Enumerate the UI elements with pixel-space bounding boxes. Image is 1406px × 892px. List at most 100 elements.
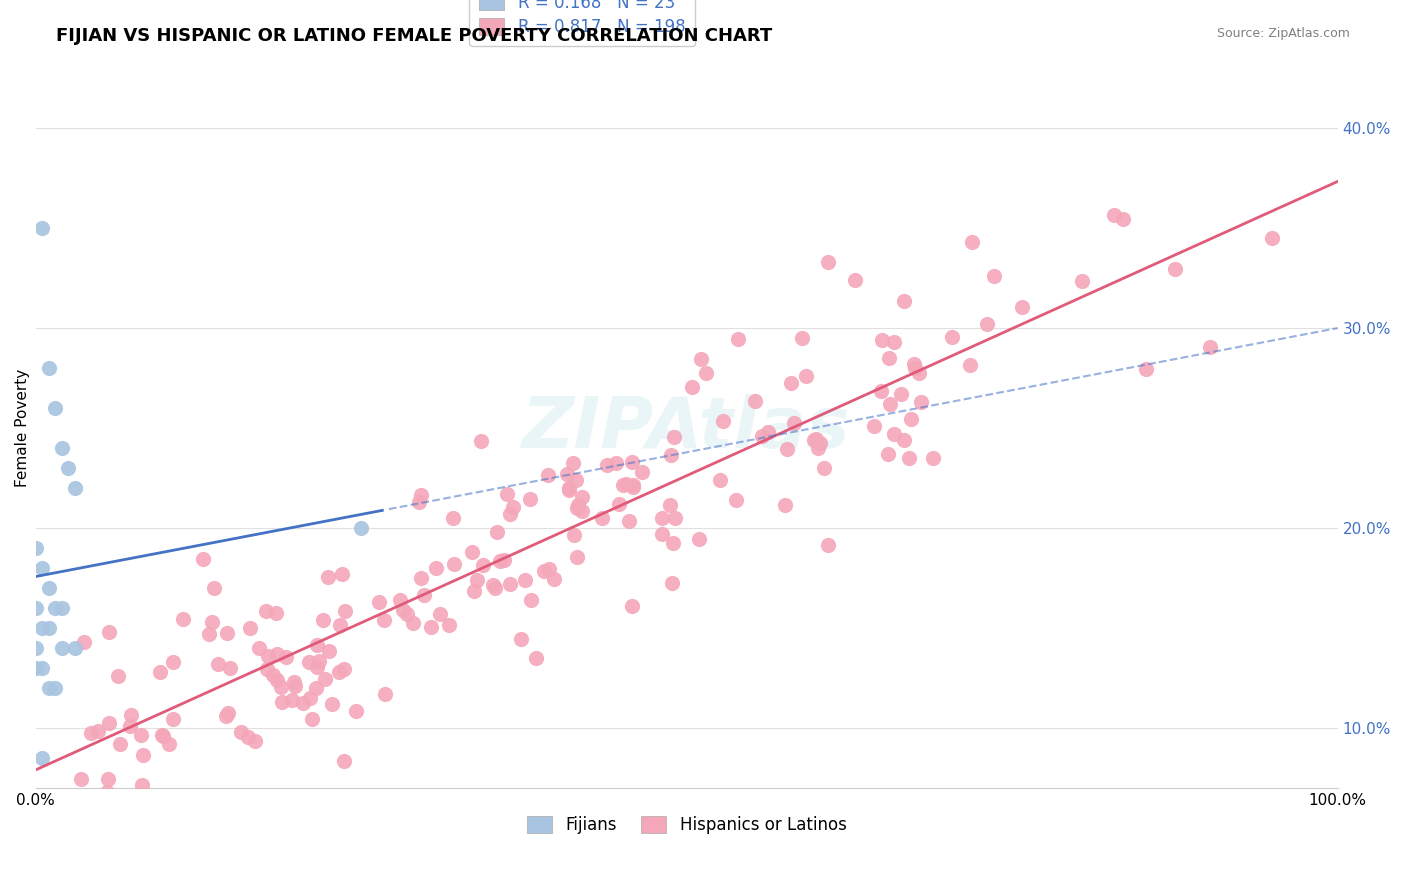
Point bbox=[612, 477, 634, 491]
Point bbox=[520, 593, 543, 607]
Point bbox=[1135, 362, 1157, 376]
Point bbox=[1071, 274, 1094, 288]
Point bbox=[236, 730, 259, 744]
Point bbox=[274, 649, 297, 664]
Point bbox=[243, 734, 266, 748]
Point bbox=[266, 673, 288, 687]
Point bbox=[1164, 262, 1187, 277]
Point bbox=[489, 554, 512, 568]
Point bbox=[328, 665, 350, 679]
Point bbox=[215, 709, 238, 723]
Point bbox=[264, 606, 287, 620]
Point bbox=[558, 483, 581, 497]
Point bbox=[727, 332, 749, 346]
Point bbox=[879, 396, 901, 410]
Point bbox=[803, 434, 825, 448]
Point bbox=[623, 478, 645, 492]
Point bbox=[254, 603, 277, 617]
Point bbox=[308, 654, 330, 668]
Point bbox=[425, 561, 447, 575]
Point bbox=[651, 511, 673, 525]
Point bbox=[332, 662, 354, 676]
Point bbox=[96, 785, 118, 799]
Point bbox=[959, 358, 981, 372]
Point bbox=[429, 607, 451, 621]
Point bbox=[266, 648, 288, 662]
Point bbox=[844, 273, 866, 287]
Point bbox=[120, 719, 142, 733]
Point bbox=[218, 661, 240, 675]
Point bbox=[38, 361, 60, 376]
Point bbox=[191, 551, 214, 566]
Point bbox=[333, 754, 356, 768]
Point bbox=[72, 635, 94, 649]
Point bbox=[367, 595, 389, 609]
Point bbox=[659, 498, 682, 512]
Point bbox=[460, 545, 482, 559]
Point bbox=[162, 656, 184, 670]
Point bbox=[661, 448, 683, 462]
Point bbox=[69, 772, 91, 787]
Point bbox=[152, 729, 174, 743]
Point bbox=[215, 625, 238, 640]
Point bbox=[44, 401, 66, 416]
Point bbox=[903, 358, 925, 372]
Point bbox=[709, 473, 731, 487]
Point bbox=[150, 727, 173, 741]
Point bbox=[690, 351, 713, 366]
Point bbox=[773, 499, 796, 513]
Point bbox=[907, 366, 929, 380]
Point bbox=[97, 625, 120, 640]
Point bbox=[63, 481, 86, 495]
Point bbox=[780, 376, 803, 390]
Point bbox=[443, 557, 465, 571]
Point bbox=[198, 627, 221, 641]
Point bbox=[305, 638, 328, 652]
Point bbox=[1261, 230, 1284, 244]
Point bbox=[900, 411, 922, 425]
Point bbox=[172, 612, 194, 626]
Point bbox=[513, 573, 536, 587]
Point bbox=[688, 532, 710, 546]
Point bbox=[31, 621, 53, 635]
Point bbox=[877, 447, 900, 461]
Point bbox=[499, 508, 522, 522]
Point bbox=[301, 712, 323, 726]
Point bbox=[533, 564, 555, 578]
Point bbox=[51, 601, 73, 615]
Point bbox=[538, 562, 561, 576]
Point bbox=[776, 442, 799, 456]
Point bbox=[31, 221, 53, 235]
Point bbox=[120, 707, 142, 722]
Point bbox=[312, 613, 335, 627]
Point bbox=[661, 576, 683, 591]
Point bbox=[24, 661, 46, 675]
Point bbox=[409, 572, 432, 586]
Point bbox=[38, 581, 60, 595]
Point bbox=[870, 334, 893, 348]
Point bbox=[298, 690, 321, 705]
Point bbox=[350, 521, 373, 535]
Point bbox=[537, 467, 560, 482]
Point bbox=[783, 416, 806, 430]
Point bbox=[470, 434, 492, 448]
Point bbox=[63, 640, 86, 655]
Point bbox=[1198, 340, 1220, 354]
Point bbox=[120, 801, 142, 815]
Point bbox=[571, 504, 593, 518]
Point bbox=[44, 601, 66, 615]
Point bbox=[31, 661, 53, 675]
Point bbox=[631, 465, 654, 479]
Point bbox=[983, 268, 1005, 283]
Point bbox=[662, 430, 685, 444]
Point bbox=[292, 696, 315, 710]
Point bbox=[439, 617, 461, 632]
Point bbox=[238, 621, 260, 635]
Point bbox=[893, 294, 915, 309]
Point bbox=[270, 695, 292, 709]
Point bbox=[305, 681, 328, 695]
Point bbox=[38, 681, 60, 695]
Point bbox=[87, 723, 110, 738]
Point bbox=[97, 716, 120, 731]
Point bbox=[567, 499, 589, 513]
